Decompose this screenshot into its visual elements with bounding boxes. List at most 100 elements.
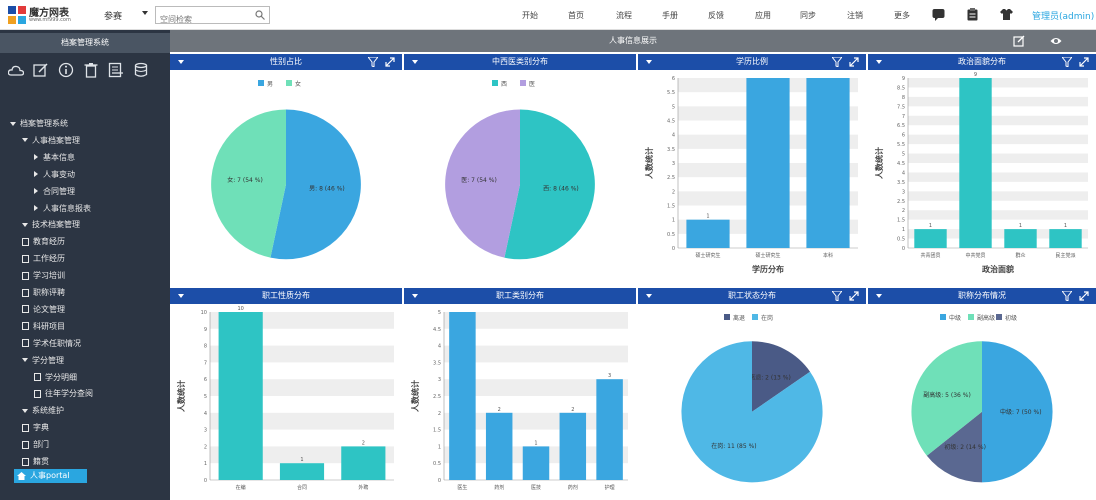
clipboard-icon[interactable] <box>966 8 979 21</box>
legend-swatch[interactable] <box>258 80 264 86</box>
bar[interactable] <box>522 446 550 480</box>
nav-feedback[interactable]: 反馈 <box>708 11 724 20</box>
panel-menu-icon[interactable] <box>412 60 418 64</box>
legend-swatch[interactable] <box>286 80 292 86</box>
filter-icon[interactable] <box>368 57 378 67</box>
sidebar-item[interactable]: 学术任职情况 <box>22 338 81 350</box>
sidebar-item[interactable]: 合同管理 <box>34 186 75 198</box>
space-selector[interactable]: 参赛 <box>104 9 150 22</box>
panel-menu-icon[interactable] <box>876 60 882 64</box>
expand-icon[interactable] <box>1079 291 1089 301</box>
nav-apps[interactable]: 应用 <box>755 11 771 20</box>
admin-user-link[interactable]: 管理员(admin) <box>1032 12 1095 22</box>
bar[interactable] <box>1049 229 1082 248</box>
trash-icon[interactable] <box>83 62 99 78</box>
shirt-icon[interactable] <box>1000 8 1013 21</box>
filter-icon[interactable] <box>832 57 842 67</box>
sidebar-item[interactable]: 系统维护 <box>22 405 64 417</box>
bar[interactable] <box>341 446 386 480</box>
sidebar-item[interactable]: 职称评聘 <box>22 287 65 299</box>
bar[interactable] <box>686 219 730 248</box>
bar[interactable] <box>596 379 623 480</box>
sidebar-item[interactable]: 科研项目 <box>22 321 65 333</box>
bar[interactable] <box>746 78 790 248</box>
pie-slice[interactable] <box>911 341 982 456</box>
pie-slice[interactable] <box>211 109 286 258</box>
bar[interactable] <box>218 312 263 480</box>
bar[interactable] <box>279 463 325 480</box>
filter-icon[interactable] <box>832 291 842 301</box>
sidebar-item[interactable]: 人事信息报表 <box>34 203 91 215</box>
sidebar-item[interactable]: 档案管理系统 <box>10 118 68 130</box>
sidebar-item[interactable]: 人事档案管理 <box>22 135 80 147</box>
expand-icon[interactable] <box>849 57 859 67</box>
bar[interactable] <box>449 312 476 480</box>
bar[interactable] <box>959 78 992 248</box>
info-icon[interactable] <box>58 62 74 78</box>
nav-home[interactable]: 首页 <box>568 11 584 20</box>
portal-item[interactable]: 人事portal <box>14 469 87 483</box>
pie-slice[interactable] <box>982 341 1053 483</box>
legend-swatch[interactable] <box>520 80 526 86</box>
search-icon[interactable] <box>255 10 265 20</box>
edit-icon[interactable] <box>33 62 49 78</box>
sidebar-item[interactable]: 基本信息 <box>34 152 75 164</box>
sidebar-item[interactable]: 学分明细 <box>34 372 77 384</box>
eye-icon[interactable] <box>1050 35 1062 47</box>
pie-slice[interactable] <box>926 411 982 483</box>
bar[interactable] <box>485 412 513 480</box>
search-input[interactable] <box>156 11 252 28</box>
bar[interactable] <box>559 412 587 480</box>
sidebar-item[interactable]: 学习培训 <box>22 270 65 282</box>
sidebar-item[interactable]: 人事变动 <box>34 169 75 181</box>
legend-swatch[interactable] <box>940 314 946 320</box>
legend-swatch[interactable] <box>492 80 498 86</box>
nav-start[interactable]: 开始 <box>522 11 538 20</box>
nav-more[interactable]: 更多 <box>894 11 910 20</box>
bar[interactable] <box>806 78 850 248</box>
filter-icon[interactable] <box>1062 57 1072 67</box>
nav-logout[interactable]: 注销 <box>847 11 863 20</box>
export-icon[interactable] <box>108 62 124 78</box>
filter-icon[interactable] <box>1062 291 1072 301</box>
panel-menu-icon[interactable] <box>646 294 652 298</box>
bar[interactable] <box>914 229 947 248</box>
pie-slice[interactable] <box>681 341 823 483</box>
legend-swatch[interactable] <box>724 314 730 320</box>
nav-flow[interactable]: 流程 <box>616 11 632 20</box>
sidebar-item[interactable]: 部门 <box>22 439 49 451</box>
panel-menu-icon[interactable] <box>876 294 882 298</box>
nav-manual[interactable]: 手册 <box>662 11 678 20</box>
legend-swatch[interactable] <box>752 314 758 320</box>
sidebar-item[interactable]: 字典 <box>22 422 49 434</box>
database-icon[interactable] <box>133 62 149 78</box>
panel-menu-icon[interactable] <box>412 294 418 298</box>
legend-swatch[interactable] <box>968 314 974 320</box>
panel-menu-icon[interactable] <box>646 60 652 64</box>
pie-slice[interactable] <box>752 341 811 412</box>
x-tick-label: 中共党员 <box>965 252 985 259</box>
sidebar-item[interactable]: 工作经历 <box>22 253 65 265</box>
nav-sync[interactable]: 同步 <box>800 11 816 20</box>
expand-icon[interactable] <box>849 291 859 301</box>
sidebar-item[interactable]: 往年学分查阅 <box>34 388 93 400</box>
sidebar-item[interactable]: 籍贯 <box>22 456 49 468</box>
expand-icon[interactable] <box>1079 57 1089 67</box>
panel-menu-icon[interactable] <box>178 60 184 64</box>
panel-menu-icon[interactable] <box>178 294 184 298</box>
pie-slice[interactable] <box>504 109 595 260</box>
expand-icon[interactable] <box>385 57 395 67</box>
edit-icon[interactable] <box>1013 35 1025 47</box>
bar[interactable] <box>1004 229 1037 248</box>
sidebar-item[interactable]: 技术档案管理 <box>22 219 80 231</box>
legend-swatch[interactable] <box>996 314 1002 320</box>
chat-icon[interactable] <box>932 8 945 21</box>
pie-slice[interactable] <box>445 109 520 258</box>
sidebar-item[interactable]: 论文管理 <box>22 304 65 316</box>
y-tick-label: 8 <box>902 95 905 101</box>
cloud-icon[interactable] <box>8 62 24 78</box>
sidebar-item[interactable]: 学分管理 <box>22 355 64 367</box>
pie-slice[interactable] <box>270 109 361 260</box>
logo[interactable]: 魔方网表 www.mf999.com <box>8 4 88 26</box>
sidebar-item[interactable]: 教育经历 <box>22 236 65 248</box>
